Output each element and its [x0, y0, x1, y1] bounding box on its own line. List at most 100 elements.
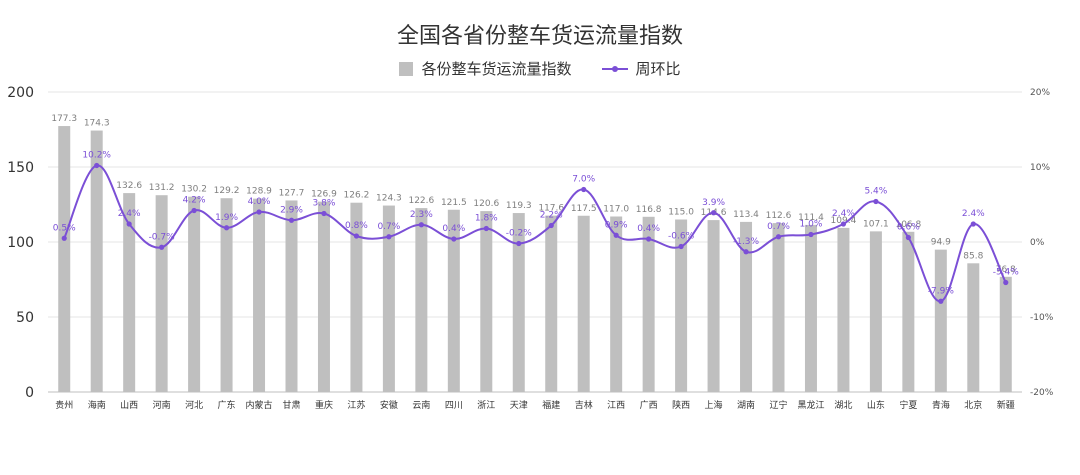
wow-point: [581, 186, 587, 193]
bar-value-label: 117.5: [571, 204, 597, 214]
wow-value-label: -0.2%: [506, 229, 533, 239]
wow-value-label: 2.4%: [118, 209, 141, 219]
wow-value-label: 0.8%: [345, 221, 368, 231]
bar: [610, 216, 623, 392]
bar: [999, 276, 1012, 392]
wow-value-label: -0.7%: [149, 232, 176, 242]
x-tick-label: 海南: [88, 399, 106, 411]
bar-value-label: 76.8: [996, 265, 1016, 275]
bar-value-label: 117.0: [603, 205, 629, 215]
wow-value-label: 2.2%: [540, 211, 563, 221]
bar: [220, 198, 233, 392]
x-tick-label: 天津: [510, 400, 528, 411]
legend-line-swatch: [601, 62, 628, 76]
bar: [350, 202, 363, 392]
wow-point: [288, 217, 295, 223]
bar: [967, 263, 980, 392]
bar: [902, 231, 915, 392]
x-tick-label: 湖北: [834, 400, 852, 411]
wow-value-label: 2.9%: [280, 205, 303, 215]
bar: [155, 195, 168, 392]
wow-point: [321, 210, 327, 217]
y-tick-label-left: 50: [16, 310, 34, 326]
wow-point: [905, 234, 911, 241]
y-tick-label-right: -20%: [1030, 388, 1054, 398]
wow-value-label: -1.3%: [733, 237, 760, 247]
wow-point: [938, 298, 944, 304]
y-tick-label-left: 200: [7, 85, 34, 101]
bar-value-label: 127.7: [279, 188, 305, 198]
x-tick-label: 云南: [412, 399, 430, 411]
wow-value-label: 2.3%: [410, 210, 433, 220]
wow-point: [613, 232, 619, 238]
x-tick-label: 浙江: [477, 399, 495, 411]
wow-point: [873, 198, 879, 205]
bar: [837, 227, 850, 392]
wow-value-label: 0.5%: [53, 223, 76, 233]
wow-point: [191, 207, 197, 214]
bar-value-label: 111.4: [798, 213, 824, 223]
bar-value-label: 122.6: [408, 196, 434, 206]
bar: [415, 208, 428, 392]
bar: [317, 201, 330, 392]
bar: [675, 219, 688, 392]
bar-value-label: 121.5: [441, 198, 467, 208]
x-tick-label: 广西: [640, 399, 658, 411]
wow-value-label: 1.8%: [475, 214, 498, 224]
legend-line-label: 周环比: [635, 60, 681, 78]
wow-point: [94, 162, 100, 169]
wow-point: [1003, 279, 1009, 286]
bar-value-label: 132.6: [116, 181, 142, 191]
x-tick-label: 黑龙江: [797, 399, 824, 411]
x-tick-label: 北京: [964, 399, 982, 411]
bar: [707, 220, 720, 392]
wow-point: [483, 225, 489, 232]
bar-value-label: 112.6: [766, 211, 792, 221]
wow-point: [61, 235, 67, 241]
wow-point: [775, 234, 782, 240]
wow-point: [970, 221, 976, 227]
wow-line: [63, 164, 1007, 303]
wow-point: [548, 222, 554, 229]
x-tick-label: 四川: [445, 401, 463, 411]
wow-point: [256, 209, 262, 215]
bar: [869, 231, 882, 392]
wow-value-label: 2.4%: [962, 209, 985, 219]
wow-value-label: 1.9%: [215, 213, 238, 223]
legend-item-bar: 各份整车货运流量指数: [399, 58, 572, 79]
wow-value-label: 4.0%: [248, 197, 271, 207]
wow-value-label: -7.9%: [928, 286, 955, 296]
wow-value-label: -0.6%: [668, 232, 695, 242]
x-tick-label: 青海: [932, 399, 950, 411]
bar-value-label: 117.6: [538, 204, 564, 214]
bar: [123, 193, 136, 392]
bar-value-label: 131.2: [149, 183, 175, 193]
bar-value-label: 107.1: [863, 219, 889, 229]
bar: [285, 200, 298, 392]
bar: [58, 126, 71, 393]
wow-point: [159, 244, 165, 250]
bar: [512, 213, 525, 392]
y-tick-label-right: 10%: [1030, 163, 1050, 173]
bar: [740, 221, 753, 392]
wow-value-label: 7.0%: [572, 175, 595, 185]
bar: [253, 198, 266, 392]
x-tick-label: 山东: [867, 399, 885, 411]
bar: [447, 209, 460, 392]
bar-value-label: 113.4: [733, 210, 759, 220]
wow-value-label: 5.4%: [864, 187, 887, 197]
legend-bar-label: 各份整车货运流量指数: [421, 60, 572, 78]
bar: [382, 205, 395, 392]
x-tick-label: 吉林: [575, 399, 593, 411]
y-tick-label-left: 0: [25, 385, 34, 401]
bar-value-label: 177.3: [51, 114, 77, 124]
bar-value-label: 94.9: [931, 238, 951, 248]
wow-value-label: 3.9%: [702, 198, 725, 208]
bar-value-label: 174.3: [84, 119, 110, 129]
x-tick-label: 宁夏: [899, 399, 917, 411]
x-tick-label: 贵州: [55, 399, 73, 411]
x-tick-label: 上海: [705, 399, 723, 411]
x-tick-label: 陕西: [672, 399, 690, 411]
bar-value-label: 126.9: [311, 190, 337, 200]
